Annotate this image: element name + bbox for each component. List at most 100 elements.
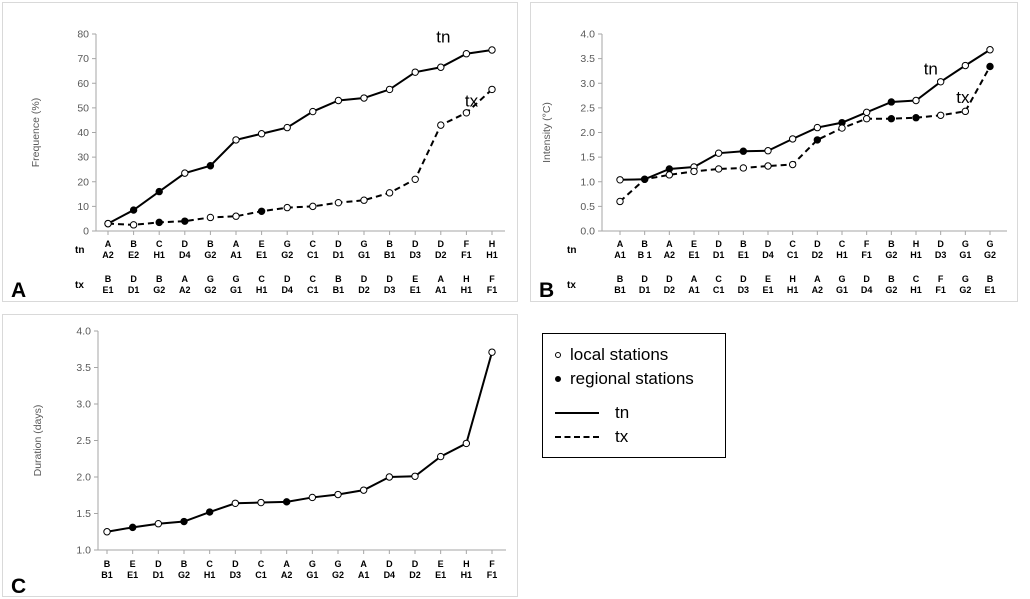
x-label-tn-letter: D bbox=[386, 559, 393, 569]
legend-tx-label: tx bbox=[615, 427, 629, 446]
x-label-tn-code: C1 bbox=[787, 250, 799, 260]
x-label-tx-code: D4 bbox=[281, 285, 293, 295]
x-label-tx-letter: C bbox=[913, 274, 920, 284]
data-point-duration-regional bbox=[205, 508, 214, 516]
row-label-tx: tx bbox=[75, 280, 84, 291]
data-point-tx-local bbox=[334, 198, 343, 207]
data-point-duration-local bbox=[154, 520, 163, 528]
x-label-tn-letter: B bbox=[386, 239, 393, 249]
y-tick-label: 3.5 bbox=[76, 362, 91, 374]
y-tick-label: 4.0 bbox=[76, 326, 91, 338]
x-label-tx-code: F1 bbox=[935, 285, 946, 295]
x-label-tx-letter: H bbox=[463, 274, 470, 284]
x-label-tn-code: H1 bbox=[486, 250, 498, 260]
y-tick-label: 40 bbox=[77, 127, 89, 139]
data-point-tn-local bbox=[986, 46, 994, 54]
x-label-tx-code: G2 bbox=[153, 285, 165, 295]
series-label-tn: tn bbox=[436, 28, 450, 47]
filled-circle-icon bbox=[555, 376, 561, 382]
data-point-duration-local bbox=[436, 452, 445, 461]
data-point-tn-local bbox=[309, 107, 317, 116]
data-point-tx-local bbox=[714, 165, 723, 173]
x-label-tn-letter: D bbox=[155, 559, 162, 569]
x-label-tn-code: D2 bbox=[409, 570, 421, 580]
x-label-tn-letter: A bbox=[105, 239, 112, 249]
x-label-tn-code: A2 bbox=[281, 570, 293, 580]
chart-b-intensity: 0.0 0.5 1.0 1.5 2.0 2.5 3.0 3.5 4.0 Intensity (°C… bbox=[539, 29, 1007, 302]
data-point-duration-local bbox=[308, 493, 317, 502]
data-point-tn-local bbox=[181, 169, 189, 177]
x-label-tx-code: G2 bbox=[885, 285, 897, 295]
data-point-duration-local bbox=[488, 348, 496, 356]
x-label-tn-letter: G bbox=[309, 559, 316, 569]
x-label-tn-code: D1 bbox=[713, 250, 725, 260]
x-label-tn-code: E1 bbox=[688, 250, 699, 260]
x-label-tx-letter: D bbox=[641, 274, 648, 284]
x-label-tn-letter: C bbox=[789, 239, 796, 249]
x-label-tx-letter: H bbox=[789, 274, 796, 284]
x-label-tn-letter: B bbox=[641, 239, 648, 249]
data-point-tn-local bbox=[360, 94, 368, 102]
legend-tx: tx bbox=[555, 427, 628, 447]
x-label-tx-code: E1 bbox=[762, 285, 773, 295]
x-label-tx-code: D1 bbox=[128, 285, 140, 295]
x-label-tn-letter: A bbox=[283, 559, 290, 569]
x-label-tn-code: D2 bbox=[812, 250, 824, 260]
x-label-tn-code: G2 bbox=[885, 250, 897, 260]
x-label-tx-code: E1 bbox=[102, 285, 113, 295]
x-label-tx-code: G2 bbox=[959, 285, 971, 295]
series-line-tx bbox=[107, 88, 493, 226]
y-tick-label: 30 bbox=[77, 152, 89, 164]
data-point-tn-local bbox=[764, 147, 772, 155]
x-label-tn-code: H1 bbox=[153, 250, 165, 260]
x-label-tn-code: D1 bbox=[153, 570, 165, 580]
data-point-tx-regional bbox=[640, 175, 649, 183]
y-tick-label: 60 bbox=[77, 78, 89, 90]
x-label-tn-letter: D bbox=[412, 239, 419, 249]
data-point-tn-local bbox=[714, 149, 723, 157]
data-point-tn-local bbox=[936, 78, 945, 86]
x-label-tn-code: G2 bbox=[984, 250, 996, 260]
data-point-tn-local bbox=[257, 130, 266, 138]
data-point-duration-regional bbox=[128, 523, 137, 532]
x-label-tx-letter: B bbox=[156, 274, 163, 284]
x-label-tx-code: H1 bbox=[910, 285, 922, 295]
x-label-tn-letter: A bbox=[360, 559, 367, 569]
x-label-tn-letter: G bbox=[986, 239, 993, 249]
x-label-tx-letter: C bbox=[715, 274, 722, 284]
data-point-tn-local bbox=[616, 176, 624, 184]
x-label-tn-letter: F bbox=[864, 239, 870, 249]
x-label-tx-letter: G bbox=[838, 274, 845, 284]
x-label-tn-code: D4 bbox=[179, 250, 191, 260]
series-line-tx bbox=[619, 66, 991, 203]
y-tick-label: 2.0 bbox=[76, 472, 91, 484]
x-label-tn-letter: D bbox=[335, 239, 342, 249]
x-label-tn-letter: B bbox=[207, 239, 214, 249]
x-label-tn-letter: B bbox=[104, 559, 111, 569]
data-point-tx-regional bbox=[986, 62, 994, 71]
data-point-tn-local bbox=[334, 96, 343, 105]
legend-tn: tn bbox=[555, 403, 629, 423]
x-label-tn-letter: E bbox=[130, 559, 136, 569]
data-point-duration-local bbox=[411, 472, 419, 480]
y-tick-label: 2.0 bbox=[580, 127, 595, 139]
y-tick-label: 3.0 bbox=[76, 399, 91, 411]
x-label-tx-code: D4 bbox=[861, 285, 873, 295]
x-label-tx-letter: B bbox=[335, 274, 342, 284]
data-point-tx-regional bbox=[257, 207, 266, 216]
x-label-tx-code: H1 bbox=[461, 285, 473, 295]
x-label-tx-letter: B bbox=[987, 274, 994, 284]
data-point-tn-local bbox=[385, 85, 394, 94]
data-point-duration-local bbox=[385, 473, 394, 481]
row-label-tn: tn bbox=[75, 245, 84, 256]
dashed-line-icon bbox=[555, 436, 599, 438]
data-point-duration-local bbox=[257, 498, 265, 507]
y-tick-label: 10 bbox=[77, 201, 89, 213]
panel-letter: B bbox=[539, 279, 554, 302]
x-label-tn-letter: D bbox=[182, 239, 189, 249]
data-point-tx-regional bbox=[912, 114, 920, 122]
x-label-tn-code: E1 bbox=[435, 570, 446, 580]
x-label-tn-code: D4 bbox=[762, 250, 774, 260]
x-label-tx-code: C1 bbox=[307, 285, 319, 295]
x-label-tn-code: F1 bbox=[461, 250, 472, 260]
